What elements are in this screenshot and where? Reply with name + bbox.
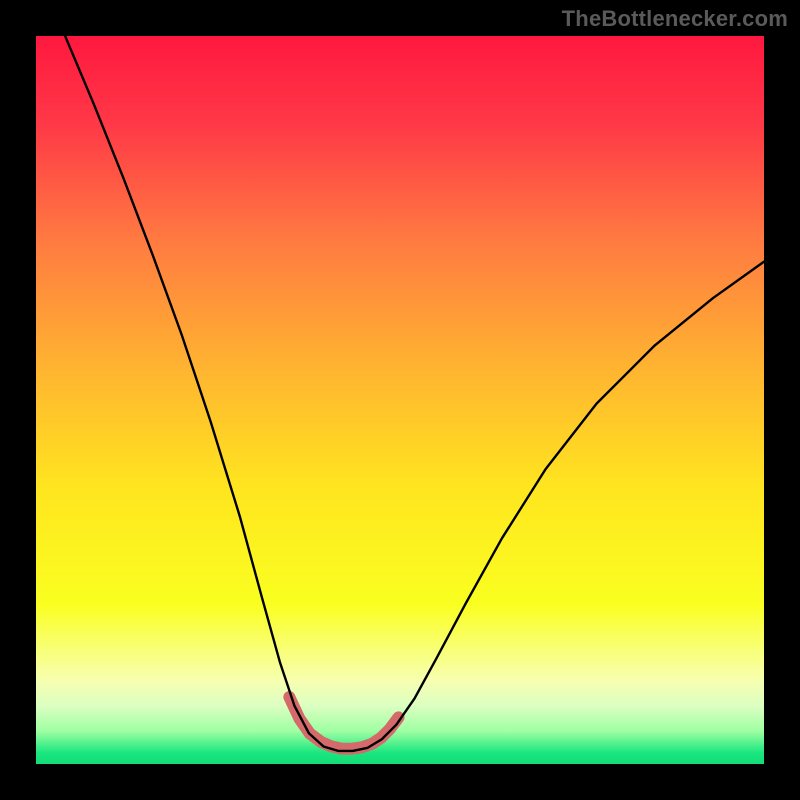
plot-area <box>36 36 764 764</box>
chart-svg <box>36 36 764 764</box>
gradient-background <box>36 36 764 764</box>
watermark-text: TheBottlenecker.com <box>562 6 788 32</box>
